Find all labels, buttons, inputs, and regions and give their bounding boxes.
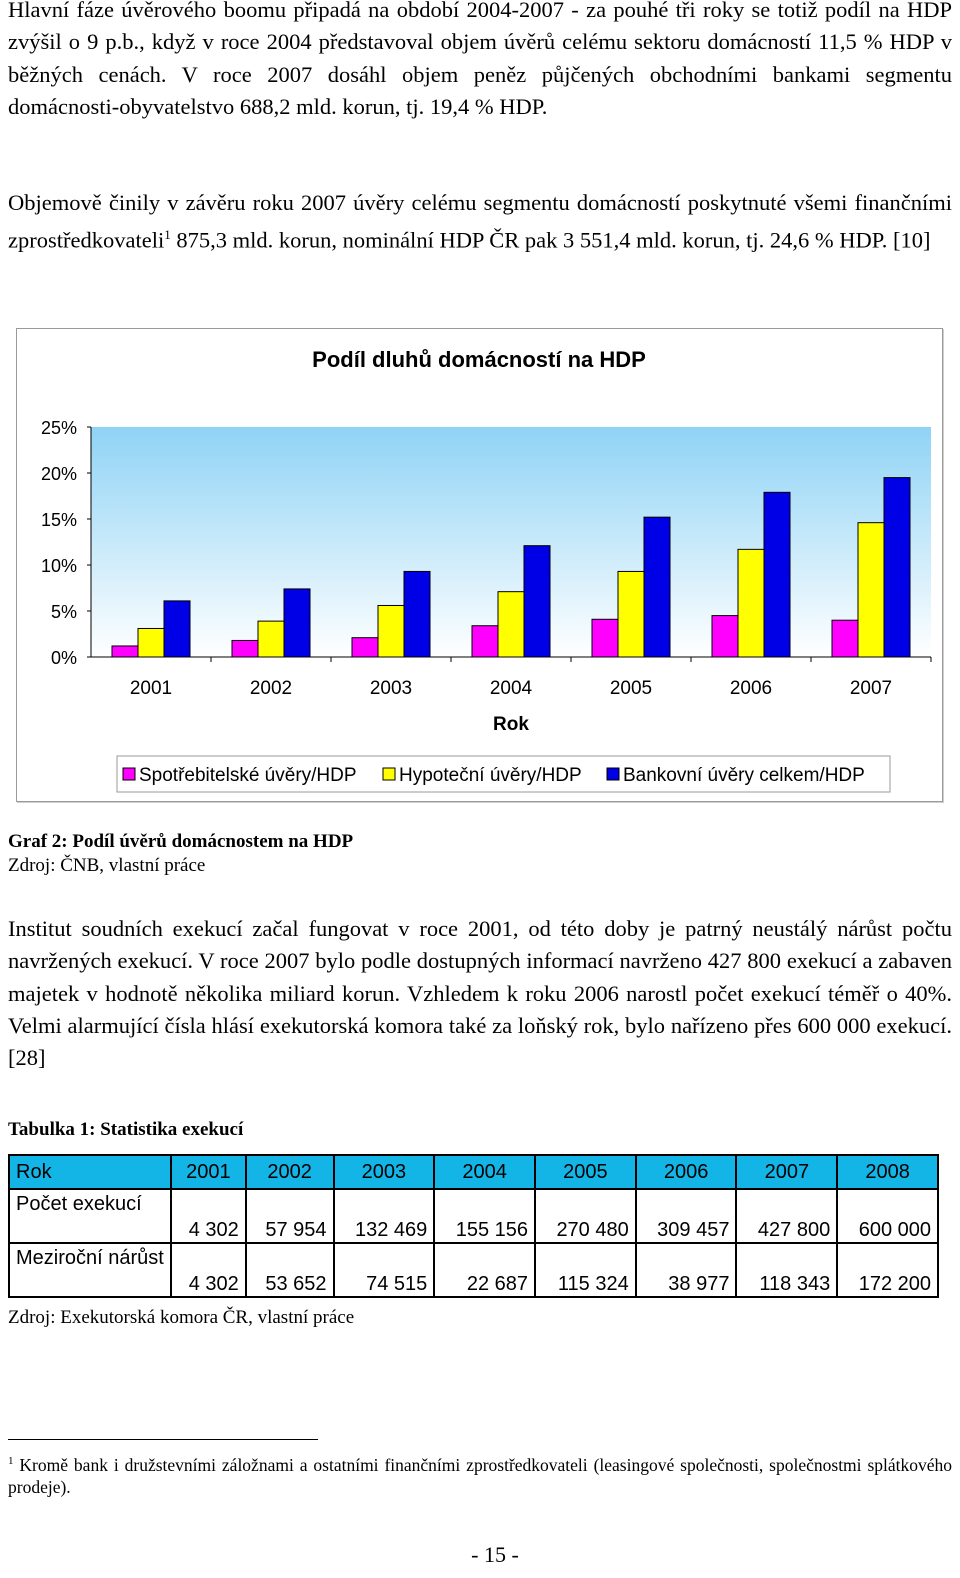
table-cell: 115 324 bbox=[534, 1242, 637, 1298]
table-cell: 132 469 bbox=[332, 1188, 436, 1244]
table-title: Tabulka 1: Statistika exekucí bbox=[8, 1119, 244, 1140]
bar bbox=[283, 588, 311, 658]
header-cell: 2001 bbox=[170, 1154, 247, 1190]
legend-swatch bbox=[606, 767, 620, 781]
x-tick-label: 2003 bbox=[370, 678, 412, 699]
paragraph-credit-boom: Hlavní fáze úvěrového boomu připadá na o… bbox=[8, 0, 952, 119]
legend-label: Spotřebitelské úvěry/HDP bbox=[139, 765, 357, 786]
legend-swatch bbox=[122, 767, 136, 781]
table-cell: 118 343 bbox=[735, 1242, 839, 1298]
bar bbox=[257, 620, 285, 658]
bar bbox=[471, 625, 499, 658]
header-cell: Rok bbox=[8, 1154, 172, 1190]
row-label: Meziroční nárůst bbox=[8, 1242, 172, 1298]
row-label: Počet exekucí bbox=[8, 1188, 172, 1244]
bar bbox=[231, 639, 259, 658]
table-cell: 74 515 bbox=[332, 1242, 436, 1298]
y-tick-label: 20% bbox=[41, 464, 77, 484]
chart-legend: Spotřebitelské úvěry/HDP Hypoteční úvěry/… bbox=[116, 755, 891, 793]
table-source: Zdroj: Exekutorská komora ČR, vlastní pr… bbox=[8, 1307, 355, 1328]
table-cell: 57 954 bbox=[244, 1188, 335, 1244]
plot-area: 0% 5% 10% 15% 20% 25% 2001 2002 2003 2004 2005 2006… bbox=[41, 418, 932, 699]
table-cell: 4 302 bbox=[170, 1242, 247, 1298]
footnote: 1 Kromě bank i družstevními záložnami a … bbox=[8, 1450, 952, 1498]
paragraph-text: Objemově činily v závěru roku 2007 úvěry… bbox=[8, 190, 952, 253]
y-tick-label: 15% bbox=[41, 510, 77, 530]
paragraph-executions: Institut soudních exekucí začal fungovat… bbox=[8, 916, 952, 1071]
bar-chart: Podíl dluhů domácností na HDP 0% 5% 10% 15%… bbox=[41, 347, 932, 793]
bar bbox=[523, 545, 551, 658]
table-cell: 309 457 bbox=[634, 1188, 738, 1244]
table-cell: 600 000 bbox=[836, 1188, 939, 1244]
bar bbox=[763, 491, 791, 658]
header-cell: 2006 bbox=[634, 1154, 738, 1190]
paragraph-household-credit: Objemově činily v závěru roku 2007 úvěry… bbox=[8, 187, 952, 257]
chart-container: Podíl dluhů domácností na HDP 0% 5% 10% 15%… bbox=[16, 328, 943, 802]
header-cell: 2003 bbox=[332, 1154, 436, 1190]
bar bbox=[711, 615, 739, 658]
bar bbox=[403, 570, 431, 658]
table-row: Počet exekucí 4 302 57 954 132 469 155 1… bbox=[8, 1188, 939, 1244]
header-cell: 2004 bbox=[433, 1154, 536, 1190]
paragraph-text: 875,3 mld. korun, nominální HDP ČR pak 3… bbox=[170, 227, 931, 253]
legend-label: Hypoteční úvěry/HDP bbox=[399, 765, 582, 786]
bar bbox=[857, 522, 885, 658]
table-row: Meziroční nárůst 4 302 53 652 74 515 22 … bbox=[8, 1242, 939, 1298]
x-tick-label: 2005 bbox=[610, 678, 652, 699]
header-cell: 2007 bbox=[735, 1154, 839, 1190]
table-header-row: Rok 2001 2002 2003 2004 2005 2006 2007 2… bbox=[8, 1154, 939, 1190]
legend-label: Bankovní úvěry celkem/HDP bbox=[623, 765, 865, 786]
x-tick-label: 2006 bbox=[730, 678, 772, 699]
legend-swatch bbox=[382, 767, 396, 781]
table-cell: 427 800 bbox=[735, 1188, 839, 1244]
footnote-ref: 1 bbox=[164, 227, 171, 243]
bar bbox=[377, 604, 405, 658]
bar bbox=[111, 645, 139, 658]
footnote-marker: 1 bbox=[8, 1455, 14, 1467]
bar bbox=[163, 600, 191, 658]
x-tick-label: 2002 bbox=[250, 678, 292, 699]
table-cell: 155 156 bbox=[433, 1188, 536, 1244]
bar bbox=[351, 637, 379, 658]
chart-title: Podíl dluhů domácností na HDP bbox=[312, 347, 646, 372]
x-tick-label: 2001 bbox=[130, 678, 172, 699]
executions-table: Rok 2001 2002 2003 2004 2005 2006 2007 2… bbox=[8, 1154, 939, 1298]
table-cell: 4 302 bbox=[170, 1188, 247, 1244]
header-cell: 2008 bbox=[836, 1154, 939, 1190]
table-cell: 22 687 bbox=[433, 1242, 536, 1298]
y-tick-label: 5% bbox=[51, 602, 77, 622]
bar bbox=[737, 548, 765, 658]
bar bbox=[497, 591, 525, 658]
graph-caption-source: Zdroj: ČNB, vlastní práce bbox=[8, 855, 206, 876]
legend-box bbox=[116, 755, 891, 793]
footnote-text: Kromě bank i družstevními záložnami a os… bbox=[8, 1454, 953, 1497]
bar bbox=[137, 627, 165, 658]
table-cell: 270 480 bbox=[534, 1188, 637, 1244]
x-tick-label: 2007 bbox=[850, 678, 892, 699]
bar bbox=[883, 477, 911, 658]
header-cell: 2002 bbox=[244, 1154, 335, 1190]
x-tick-label: 2004 bbox=[490, 678, 533, 699]
bar bbox=[591, 618, 619, 658]
x-axis-title: Rok bbox=[493, 714, 529, 735]
bar bbox=[643, 516, 671, 658]
bar bbox=[617, 570, 645, 658]
header-cell: 2005 bbox=[534, 1154, 637, 1190]
table-cell: 172 200 bbox=[836, 1242, 939, 1298]
graph-caption-title: Graf 2: Podíl úvěrů domácnostem na HDP bbox=[8, 831, 354, 852]
bar bbox=[831, 619, 859, 658]
table-cell: 38 977 bbox=[634, 1242, 738, 1298]
y-tick-label: 0% bbox=[51, 648, 77, 668]
page-number: - 15 - bbox=[471, 1542, 519, 1567]
y-tick-label: 10% bbox=[41, 556, 77, 576]
y-tick-label: 25% bbox=[41, 418, 77, 438]
table-cell: 53 652 bbox=[244, 1242, 335, 1298]
footnote-divider bbox=[8, 1439, 318, 1440]
graph-caption: Graf 2: Podíl úvěrů domácnostem na HDP Z… bbox=[8, 830, 353, 878]
